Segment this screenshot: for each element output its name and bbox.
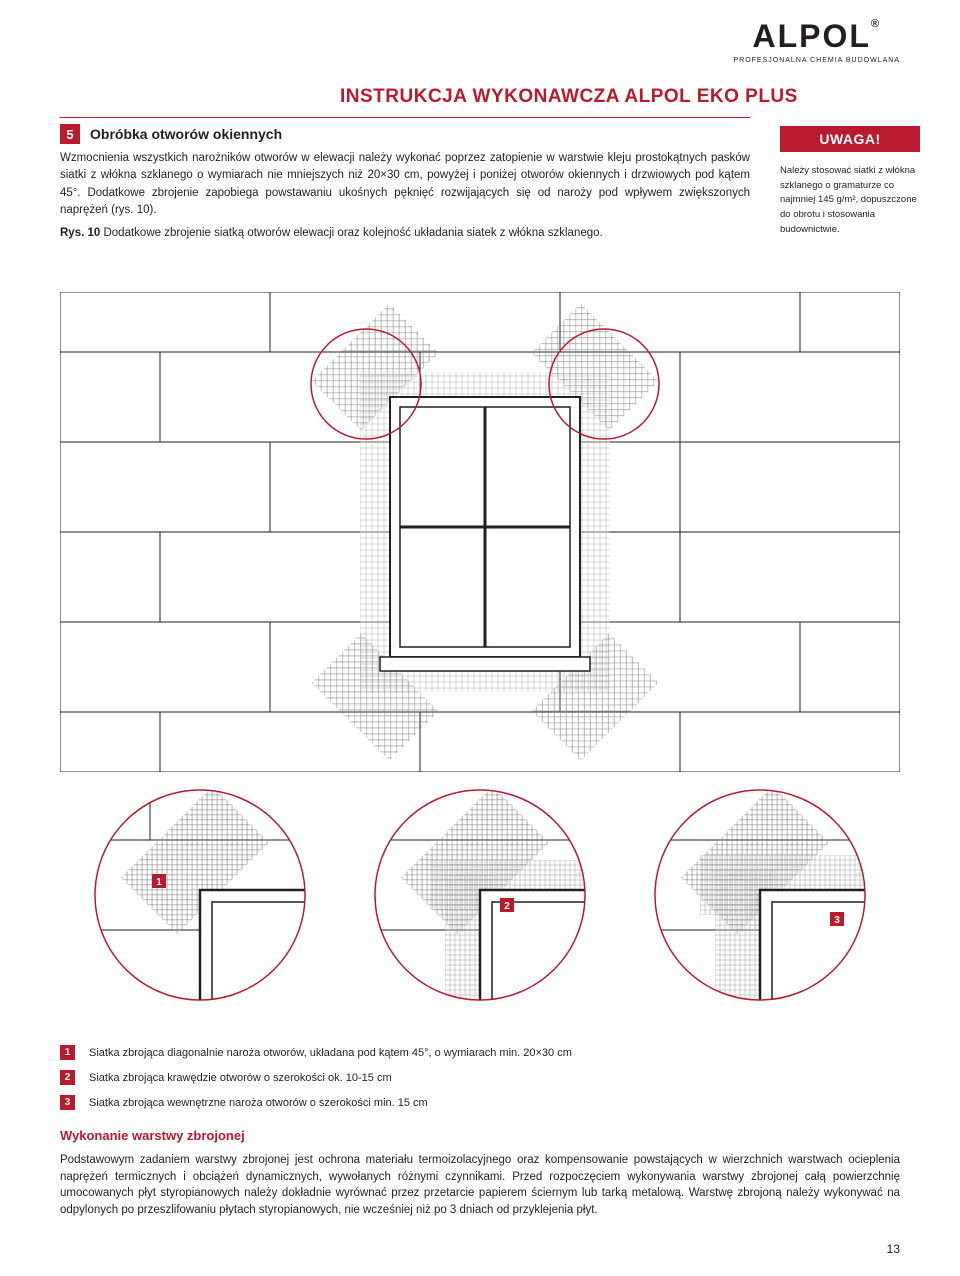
paragraph-1: Wzmocnienia wszystkich narożników otworó… (60, 150, 750, 219)
warning-body: Należy stosować siatki z włókna szklaneg… (780, 164, 920, 238)
legend-text-3: Siatka zbrojąca wewnętrzne naroża otworó… (89, 1097, 428, 1109)
caption-label: Rys. 10 (60, 227, 100, 239)
document-title: INSTRUKCJA WYKONAWCZA ALPOL EKO PLUS (340, 86, 798, 108)
figure-main (60, 292, 900, 772)
page-number: 13 (887, 1242, 900, 1256)
section-title: Obróbka otworów okiennych (90, 126, 282, 142)
section-number-box: 5 (60, 124, 80, 144)
figure-details: 1 2 (80, 780, 880, 1010)
caption-text: Dodatkowe zbrojenie siatką otworów elewa… (103, 227, 602, 239)
section-header: 5 Obróbka otworów okiennych (60, 124, 282, 144)
legend-row-3: 3 Siatka zbrojąca wewnętrzne naroża otwo… (60, 1095, 572, 1110)
svg-text:3: 3 (834, 915, 840, 926)
logo-tagline: PROFESJONALNA CHEMIA BUDOWLANA (733, 57, 900, 64)
logo-text: ALPOL® (733, 18, 900, 55)
subsection-body: Podstawowym zadaniem warstwy zbrojonej j… (60, 1152, 900, 1219)
legend-num-3: 3 (60, 1095, 75, 1110)
brand-logo: ALPOL® PROFESJONALNA CHEMIA BUDOWLANA (733, 18, 900, 64)
subsection-heading: Wykonanie warstwy zbrojonej (60, 1128, 245, 1143)
legend: 1 Siatka zbrojąca diagonalnie naroża otw… (60, 1045, 572, 1120)
body-text: Wzmocnienia wszystkich narożników otworó… (60, 150, 750, 248)
logo-word: ALPOL (752, 18, 870, 54)
legend-text-1: Siatka zbrojąca diagonalnie naroża otwor… (89, 1047, 572, 1059)
warning-title: UWAGA! (780, 126, 920, 152)
title-rule (60, 117, 750, 118)
legend-num-2: 2 (60, 1070, 75, 1085)
figure-caption: Rys. 10 Dodatkowe zbrojenie siatką otwor… (60, 225, 750, 242)
logo-reg: ® (871, 18, 881, 30)
legend-num-1: 1 (60, 1045, 75, 1060)
legend-row-1: 1 Siatka zbrojąca diagonalnie naroża otw… (60, 1045, 572, 1060)
svg-text:2: 2 (504, 901, 510, 912)
legend-text-2: Siatka zbrojąca krawędzie otworów o szer… (89, 1072, 392, 1084)
warning-box: UWAGA! Należy stosować siatki z włókna s… (780, 126, 920, 238)
svg-text:1: 1 (156, 877, 162, 888)
legend-row-2: 2 Siatka zbrojąca krawędzie otworów o sz… (60, 1070, 572, 1085)
